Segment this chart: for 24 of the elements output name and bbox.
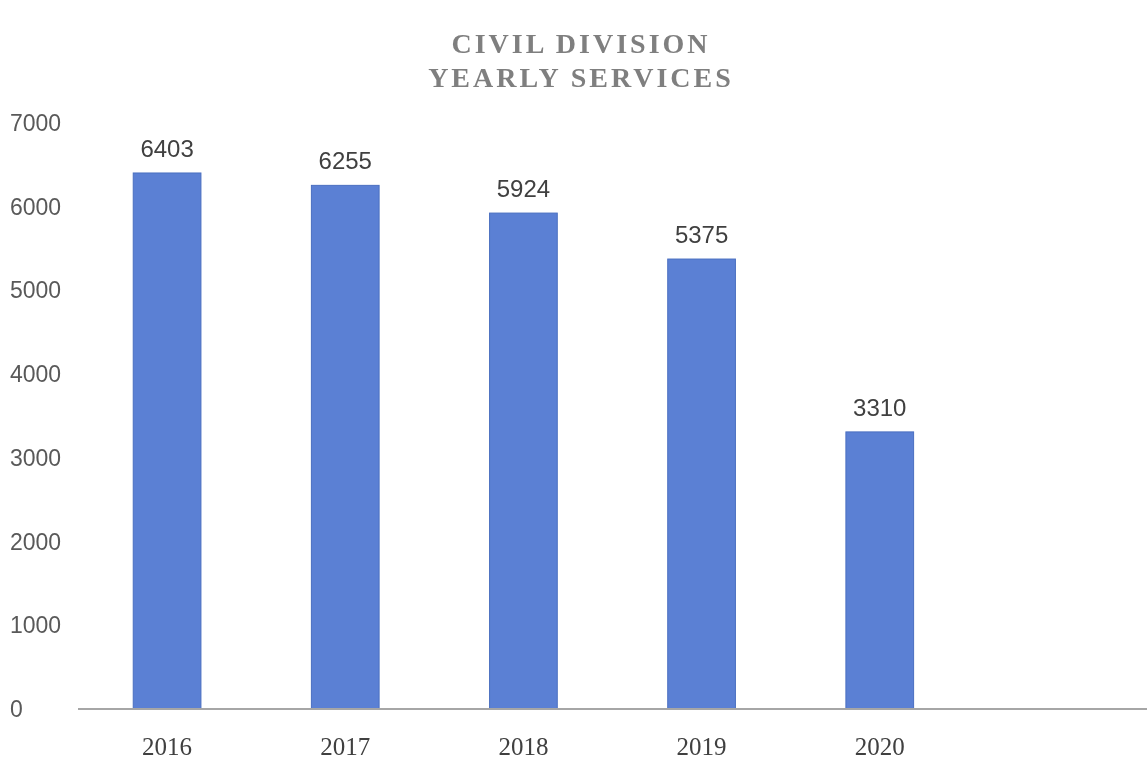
bar: [489, 212, 558, 710]
x-tick-label: 2017: [320, 733, 371, 760]
bar: [667, 258, 736, 710]
x-tick-label: 2016: [142, 733, 193, 760]
bar: [132, 172, 202, 710]
data-label: 6403: [140, 134, 194, 162]
data-label: 5375: [674, 221, 729, 249]
y-tick-label: 0: [10, 696, 23, 722]
x-tick-label: 2019: [676, 733, 727, 760]
data-label: 5924: [496, 175, 551, 203]
bar: [310, 184, 380, 710]
y-tick-label: 7000: [10, 110, 62, 136]
y-tick-label: 3000: [10, 444, 62, 471]
data-label: 6255: [318, 147, 372, 175]
data-label: 3310: [853, 393, 907, 421]
y-tick-label: 4000: [10, 361, 62, 388]
y-tick-label: 6000: [10, 193, 62, 220]
x-tick-label: 2018: [498, 733, 549, 760]
bar: [845, 431, 915, 710]
x-tick-label: 2020: [854, 733, 905, 760]
y-tick-label: 5000: [10, 277, 62, 304]
y-tick-label: 1000: [10, 612, 62, 639]
y-tick-label: 2000: [10, 528, 62, 555]
chart-title: CIVIL DIVISION YEARLY SERVICES: [428, 28, 734, 93]
